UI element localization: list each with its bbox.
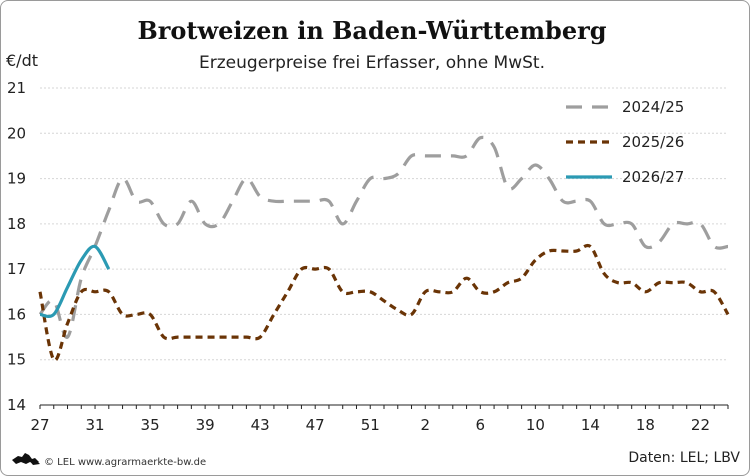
logo-icon <box>12 453 40 465</box>
y-tick-label: 16 <box>7 305 26 323</box>
copyright-text: © LEL www.agrarmaerkte-bw.de <box>44 457 206 468</box>
series-lines <box>38 135 730 362</box>
x-tick-label: 35 <box>141 416 160 434</box>
x-tick-label: 14 <box>581 416 600 434</box>
gridlines <box>40 87 728 361</box>
y-axis-unit: €/dt <box>6 51 38 70</box>
series-line-2026-27 <box>39 244 111 319</box>
series-line-2024-25 <box>38 135 729 339</box>
x-tick-label: 6 <box>476 416 486 434</box>
x-tick-label: 43 <box>251 416 270 434</box>
chart-subtitle: Erzeugerpreise frei Erfasser, ohne MwSt. <box>199 53 545 73</box>
x-tick-label: 27 <box>30 416 49 434</box>
y-tick-label: 20 <box>7 124 26 142</box>
y-tick-label: 15 <box>7 351 26 369</box>
x-tick-label: 47 <box>306 416 325 434</box>
x-tick-label: 2 <box>421 416 431 434</box>
legend-label: 2025/26 <box>622 133 684 151</box>
legend-label: 2024/25 <box>622 98 684 116</box>
x-tick-label: 10 <box>526 416 545 434</box>
chart-title: Brotweizen in Baden-Württemberg <box>137 16 606 45</box>
y-tick-label: 14 <box>7 396 26 414</box>
legend-label: 2026/27 <box>622 168 684 186</box>
x-axis: 27 31 35 39 43 47 51 2 6 10 14 18 22 <box>30 404 729 434</box>
y-tick-label: 17 <box>7 260 26 278</box>
y-tick-label: 18 <box>7 215 26 233</box>
y-tick-labels: 14 15 16 17 18 19 20 21 <box>7 79 26 414</box>
x-tick-label: 51 <box>361 416 380 434</box>
x-tick-label: 22 <box>691 416 710 434</box>
x-tick-label: 31 <box>85 416 104 434</box>
x-tick-label: 39 <box>196 416 215 434</box>
x-tick-label: 18 <box>636 416 655 434</box>
legend: 2024/25 2025/26 2026/27 <box>566 98 684 186</box>
data-source-text: Daten: LEL; LBV <box>628 450 740 466</box>
y-tick-label: 21 <box>7 79 26 97</box>
series-line-2025-26 <box>38 243 730 362</box>
y-tick-label: 19 <box>7 170 26 188</box>
